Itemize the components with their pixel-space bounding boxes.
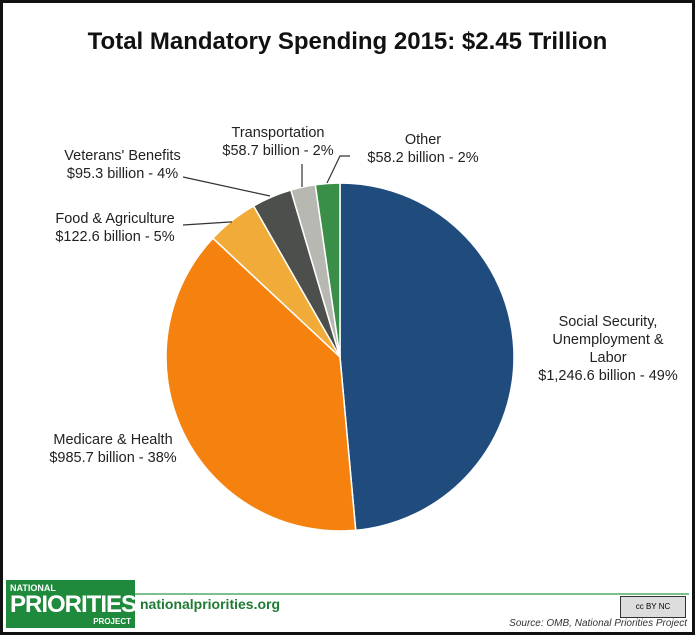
pie-slice-5 xyxy=(314,182,341,358)
label-social-security: Social Security, Unemployment & Labor $1… xyxy=(528,313,688,385)
leader-line xyxy=(326,155,350,184)
label-medicare: Medicare & Health $985.7 billion - 38% xyxy=(28,431,198,467)
label-line: Social Security, xyxy=(558,314,658,330)
label-line: Unemployment & xyxy=(552,332,664,348)
label-line: $122.6 billion - 5% xyxy=(55,229,175,245)
label-line: Medicare & Health xyxy=(53,432,173,448)
label-other: Other $58.2 billion - 2% xyxy=(358,131,488,167)
label-line: Transportation xyxy=(231,125,325,141)
label-line: $1,246.6 billion - 49% xyxy=(538,368,678,384)
label-line: $58.2 billion - 2% xyxy=(367,150,479,166)
npp-logo: NATIONAL PRIORITIES PROJECT xyxy=(6,580,137,628)
logo-text: PRIORITIES xyxy=(10,591,137,618)
label-veterans: Veterans' Benefits $95.3 billion - 4% xyxy=(50,147,195,183)
label-line: $95.3 billion - 4% xyxy=(66,166,179,182)
label-line: $985.7 billion - 38% xyxy=(49,450,177,466)
pie-slice-0 xyxy=(339,182,515,532)
label-line: Food & Agriculture xyxy=(55,211,175,227)
source-note: Source: OMB, National Priorities Project xyxy=(509,618,687,629)
pie-slice-1 xyxy=(165,237,357,532)
label-line: $58.7 billion - 2% xyxy=(222,143,334,159)
footer-divider xyxy=(135,593,689,595)
label-line: Labor xyxy=(589,350,627,366)
leader-line xyxy=(182,221,232,226)
website-link[interactable]: nationalpriorities.org xyxy=(140,596,281,612)
label-line: Other xyxy=(404,132,442,148)
label-transportation: Transportation $58.7 billion - 2% xyxy=(208,124,348,160)
chart-title: Total Mandatory Spending 2015: $2.45 Tri… xyxy=(87,28,608,55)
leader-line xyxy=(182,176,271,197)
logo-text: NATIONAL xyxy=(10,583,56,593)
logo-text: PROJECT xyxy=(93,617,131,626)
label-line: Veterans' Benefits xyxy=(64,148,181,164)
label-food: Food & Agriculture $122.6 billion - 5% xyxy=(40,210,190,246)
cc-license-badge: cc BY NC xyxy=(620,596,686,618)
